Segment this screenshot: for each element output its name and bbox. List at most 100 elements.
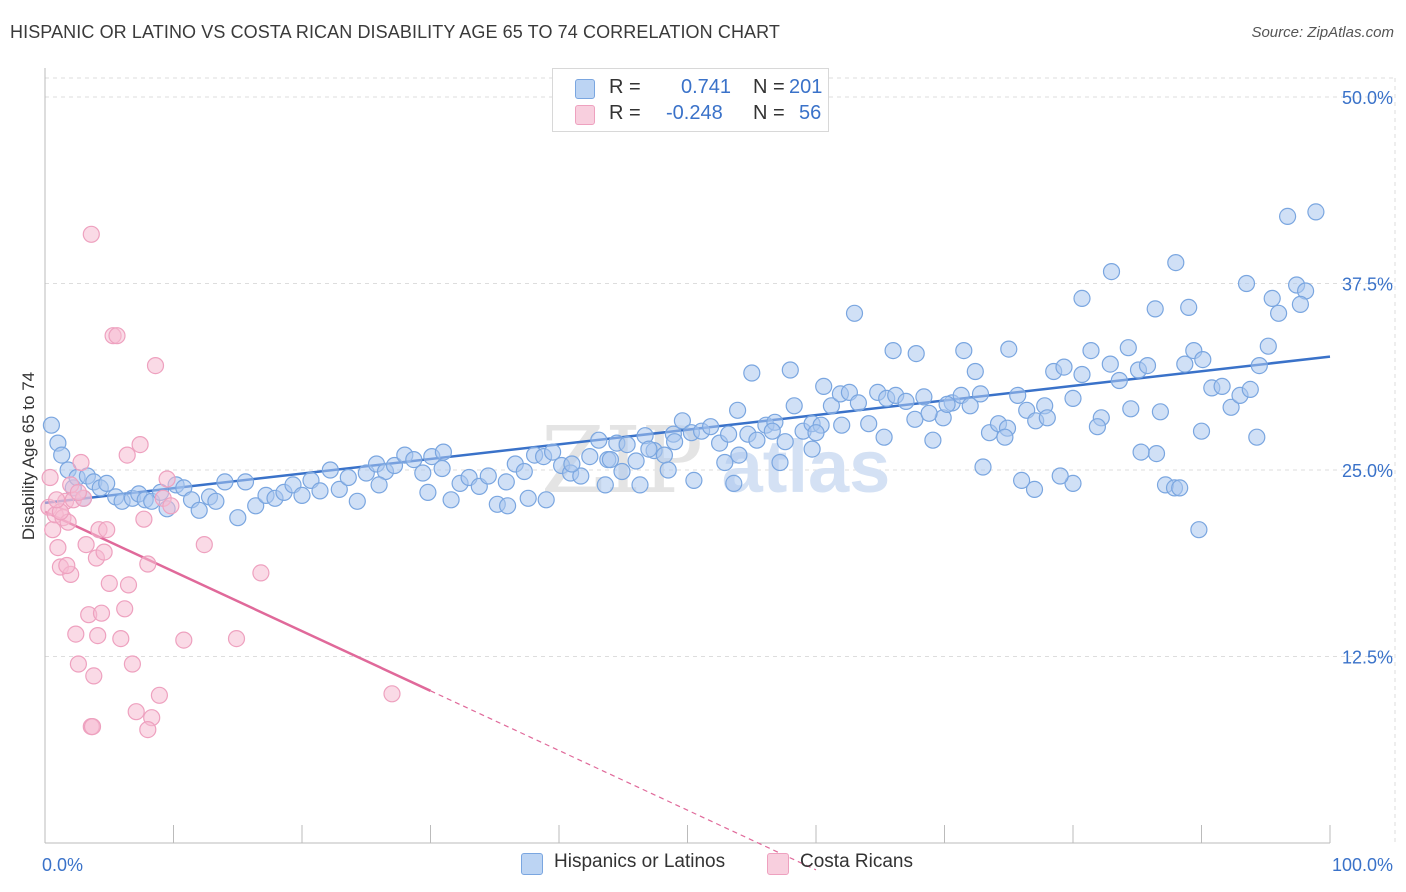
costa-rican-point [98,521,116,539]
hispanic-point [822,397,841,415]
hispanic-point [1180,298,1198,316]
tick-labels: 12.5% 25.0% 37.5% 50.0% 0.0% 100.0% [42,88,1393,875]
costa-rican-point [383,685,401,703]
hispanic-point [590,431,608,449]
hispanic-point [613,462,631,481]
hispanic-point [601,451,620,469]
hispanic-point [385,456,404,475]
hispanic-point [247,497,265,515]
hispanic-point [499,497,517,515]
costa-rican-point [146,357,165,375]
costa-rican-point [82,225,100,243]
source-credit: Source: ZipAtlas.com [1251,24,1394,41]
hispanic-point [1073,289,1091,307]
hispanic-point [537,491,555,509]
hispanic-point [405,451,423,469]
hispanic-point [1194,351,1212,369]
hispanic-point [98,474,116,492]
hispanic-point [53,446,71,464]
y-tick-label: 37.5% [1342,275,1393,295]
hispanic-point [1101,355,1119,373]
hispanic-point [719,425,738,443]
x-tick-label: 100.0% [1332,855,1393,875]
costa-rican-point [135,510,153,528]
hispanic-point [748,431,766,449]
hispanic-point [966,362,984,381]
hispanic-point [849,394,868,412]
hispanic-point [1122,400,1140,418]
legend-swatch-blue [575,79,595,99]
hispanic-point [1213,377,1231,395]
legend-n-value: 56 [799,102,822,124]
hispanic-point [1192,422,1211,440]
hispanic-point [725,474,743,492]
hispanic-point [631,476,649,494]
costa-rican-point [85,667,103,685]
legend-r-value: 0.741 [681,76,732,98]
hispanic-point [1110,371,1128,390]
hispanic-point [655,446,674,464]
hispanic-point [803,440,821,458]
hispanic-point [414,464,432,482]
costa-rican-point [108,327,126,345]
legend-n-label: N = [753,102,785,124]
costa-rican-point [162,497,180,515]
y-tick-label: 12.5% [1342,648,1393,668]
costa-rican-point [131,436,149,454]
costa-rican-point [150,686,168,704]
hispanic-point [1241,380,1259,398]
hispanic-point [665,433,684,451]
hispanic-point [1000,340,1018,358]
hispanic-point [1073,365,1091,384]
hispanic-point [1038,409,1056,427]
bottom-legend-label: Costa Ricans [800,851,913,872]
hispanic-point [996,428,1014,446]
hispanic-point [716,453,734,472]
hispanic-point [776,433,794,451]
costa-rican-point [100,574,118,593]
legend-n-label: N = [753,76,785,98]
hispanic-point [1151,403,1170,421]
hispanic-point [370,476,388,494]
hispanic-point [938,395,956,413]
hispanic-point [563,455,581,473]
costa-rican-point [123,655,141,673]
hispanic-point [1055,358,1073,376]
costa-rican-point [158,470,176,488]
hispanic-point [339,468,357,487]
hispanic-point [419,483,437,501]
hispanic-point [627,452,645,470]
costa-rican-point [227,629,246,648]
hispanic-point [907,345,925,363]
hispanic-point [1248,428,1266,446]
costa-rican-point [119,576,138,594]
hispanic-point [781,361,799,379]
hispanic-point [807,424,825,442]
legend-r-label: R = [609,102,641,124]
costa-rican-point [69,655,88,673]
hispanic-point [915,388,933,406]
hispanic-point [1025,480,1044,498]
hispanic-point [321,461,339,479]
hispanic-point [875,428,893,446]
hispanic-point [845,304,864,322]
chart-title: HISPANIC OR LATINO VS COSTA RICAN DISABI… [10,22,781,42]
hispanic-point [1278,207,1297,225]
costa-rican-trend-extension [430,690,817,871]
costa-rican-point [67,625,85,643]
hispanic-point [884,342,902,360]
y-tick-label: 25.0% [1342,461,1393,481]
hispanic-point [1259,337,1277,355]
x-tick-label: 0.0% [42,855,83,875]
hispanic-point [961,397,979,415]
costa-rican-point [139,555,157,573]
hispanic-point [640,440,658,458]
hispanic-point [673,412,692,430]
hispanic-point [311,482,329,500]
costa-rican-point [95,543,113,561]
hispanic-point [596,476,614,494]
hispanic-point [543,443,562,461]
hispanic-point [1102,263,1121,281]
hispanic-point [479,467,497,485]
